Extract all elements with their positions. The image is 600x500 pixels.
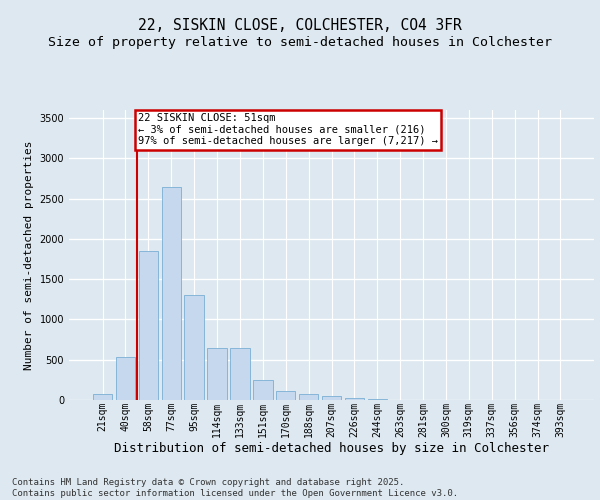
- Bar: [93, 394, 112, 400]
- Bar: [161, 186, 181, 400]
- Text: Size of property relative to semi-detached houses in Colchester: Size of property relative to semi-detach…: [48, 36, 552, 49]
- Bar: [208, 348, 227, 400]
- Bar: [253, 380, 272, 400]
- Text: 22 SISKIN CLOSE: 51sqm
← 3% of semi-detached houses are smaller (216)
97% of sem: 22 SISKIN CLOSE: 51sqm ← 3% of semi-deta…: [138, 113, 438, 146]
- Bar: [139, 251, 158, 400]
- Text: Contains HM Land Registry data © Crown copyright and database right 2025.
Contai: Contains HM Land Registry data © Crown c…: [12, 478, 458, 498]
- Bar: [344, 398, 364, 400]
- Bar: [322, 396, 341, 400]
- Bar: [116, 356, 135, 400]
- Text: 22, SISKIN CLOSE, COLCHESTER, CO4 3FR: 22, SISKIN CLOSE, COLCHESTER, CO4 3FR: [138, 18, 462, 32]
- Bar: [299, 394, 319, 400]
- Bar: [368, 399, 387, 400]
- X-axis label: Distribution of semi-detached houses by size in Colchester: Distribution of semi-detached houses by …: [114, 442, 549, 455]
- Y-axis label: Number of semi-detached properties: Number of semi-detached properties: [24, 140, 34, 370]
- Bar: [184, 296, 204, 400]
- Bar: [230, 348, 250, 400]
- Bar: [276, 391, 295, 400]
